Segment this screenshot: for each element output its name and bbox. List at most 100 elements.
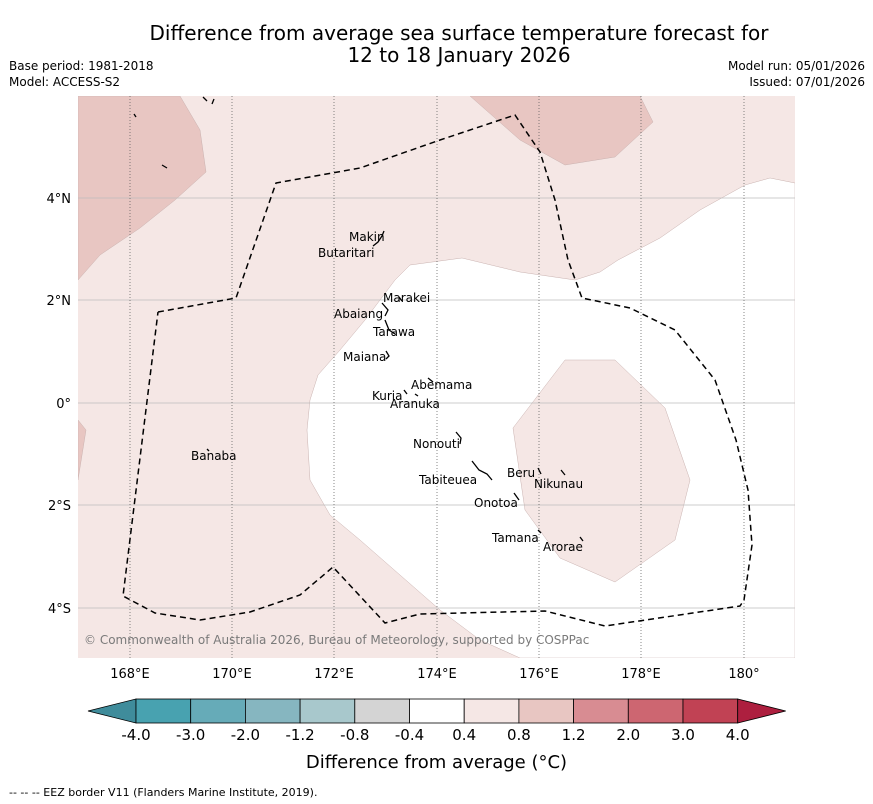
lon-tick-176e: 176°E bbox=[519, 667, 559, 682]
chart-title-line1: Difference from average sea surface temp… bbox=[149, 21, 769, 45]
colorbar-segment bbox=[627, 698, 684, 724]
lon-tick-170e: 170°E bbox=[212, 667, 252, 682]
island-beru bbox=[537, 467, 542, 475]
lon-tick-172e: 172°E bbox=[314, 667, 354, 682]
island-abaiang bbox=[381, 302, 389, 317]
island-aranuka bbox=[414, 393, 419, 397]
latitude-gridlines bbox=[78, 197, 795, 609]
label-tarawa: Tarawa bbox=[372, 325, 415, 339]
label-banaba: Banaba bbox=[191, 449, 237, 463]
anomaly-patch-northwest bbox=[78, 96, 207, 281]
colorbar-segments bbox=[87, 698, 786, 724]
lat-tick-4n: 4°N bbox=[47, 192, 72, 207]
colorbar-tick-label: 1.2 bbox=[562, 726, 586, 744]
colorbar-segment bbox=[190, 698, 246, 724]
chart-title: Difference from average sea surface temp… bbox=[0, 22, 873, 66]
colorbar-segment bbox=[299, 698, 356, 724]
colorbar-segment bbox=[409, 698, 465, 724]
colorbar-segment bbox=[682, 698, 739, 724]
island-marakei bbox=[398, 296, 403, 302]
colorbar-tick-label: 0.4 bbox=[452, 726, 476, 744]
island-tarawa bbox=[384, 319, 396, 335]
colorbar-extend-low bbox=[87, 698, 137, 724]
label-butaritari: Butaritari bbox=[318, 246, 375, 260]
label-kuria: Kuria bbox=[372, 389, 403, 403]
island-onotoa bbox=[513, 492, 520, 501]
island-nauru-fragment bbox=[133, 113, 137, 118]
island-banaba bbox=[206, 448, 210, 452]
place-labels: Makin Butaritari Marakei Abaiang Tarawa … bbox=[191, 230, 583, 554]
label-onotoa: Onotoa bbox=[474, 496, 518, 510]
map-panel: Makin Butaritari Marakei Abaiang Tarawa … bbox=[78, 96, 795, 658]
colorbar-segment bbox=[354, 698, 410, 724]
label-tabiteuea: Tabiteuea bbox=[418, 473, 477, 487]
lon-tick-180: 180° bbox=[728, 667, 759, 682]
island-outlines bbox=[133, 96, 584, 542]
colorbar-tick-label: -0.4 bbox=[395, 726, 424, 744]
island-tamana bbox=[537, 529, 542, 534]
issued-label: Issued: 07/01/2026 bbox=[749, 75, 865, 89]
label-aranuka: Aranuka bbox=[390, 397, 440, 411]
island-nonouti bbox=[455, 431, 462, 445]
colorbar-tick-label: -2.0 bbox=[231, 726, 260, 744]
base-period-label: Base period: 1981-2018 bbox=[9, 59, 154, 73]
chart-title-line2: 12 to 18 January 2026 bbox=[347, 43, 571, 67]
model-label: Model: ACCESS-S2 bbox=[9, 75, 121, 89]
eez-border-gilbert bbox=[122, 114, 753, 627]
label-tamana: Tamana bbox=[491, 531, 539, 545]
island-fragment-north bbox=[202, 96, 215, 105]
copyright-text: © Commonwealth of Australia 2026, Bureau… bbox=[84, 633, 589, 647]
colorbar-tick-label: 3.0 bbox=[671, 726, 695, 744]
label-abemama: Abemama bbox=[411, 378, 472, 392]
meta-left: Base period: 1981-2018 Model: ACCESS-S2 bbox=[9, 58, 154, 90]
colorbar-tick-label: 2.0 bbox=[616, 726, 640, 744]
colorbar: -4.0 -3.0 -2.0 -1.2 -0.8 -0.4 0.4 0.8 1.2 2.0 3.0 4… bbox=[87, 698, 786, 744]
island-kuria bbox=[403, 389, 408, 395]
colorbar-title: Difference from average (°C) bbox=[305, 752, 568, 773]
meta-right: Model run: 05/01/2026 Issued: 07/01/2026 bbox=[728, 58, 865, 90]
lat-tick-2s: 2°S bbox=[48, 499, 71, 514]
lon-tick-174e: 174°E bbox=[417, 667, 457, 682]
model-run-label: Model run: 05/01/2026 bbox=[727, 59, 865, 73]
colorbar-segment bbox=[463, 698, 520, 724]
island-tabiteuea bbox=[471, 460, 493, 481]
colorbar-labels: -4.0 -3.0 -2.0 -1.2 -0.8 -0.4 0.4 0.8 1.2 2.0 3.0 4… bbox=[121, 726, 749, 744]
island-makin bbox=[372, 230, 385, 247]
lat-tick-0: 0° bbox=[56, 397, 71, 412]
colorbar-segment bbox=[573, 698, 629, 724]
latitude-tick-labels: 4°N 2°N 0° 2°S 4°S bbox=[47, 192, 72, 617]
lat-tick-2n: 2°N bbox=[47, 294, 72, 309]
label-arorae: Arorae bbox=[543, 540, 583, 554]
colorbar-segment bbox=[135, 698, 192, 724]
lat-tick-4s: 4°S bbox=[48, 602, 71, 617]
anomaly-patch-north bbox=[469, 96, 654, 166]
colorbar-tick-label: -0.8 bbox=[340, 726, 369, 744]
label-maiana: Maiana bbox=[343, 350, 386, 364]
longitude-tick-labels: 168°E 170°E 172°E 174°E 176°E 178°E 180° bbox=[110, 667, 759, 682]
colorbar-tick-label: -4.0 bbox=[121, 726, 150, 744]
longitude-gridlines bbox=[129, 96, 745, 658]
label-nonouti: Nonouti bbox=[413, 437, 460, 451]
island-nikunau bbox=[560, 469, 566, 476]
island-maiana bbox=[385, 350, 390, 360]
colorbar-tick-label: -1.2 bbox=[285, 726, 314, 744]
colorbar-extend-high bbox=[737, 698, 786, 724]
island-arorae bbox=[579, 536, 584, 542]
label-makin: Makin bbox=[349, 230, 385, 244]
label-nikunau: Nikunau bbox=[534, 477, 583, 491]
label-beru: Beru bbox=[507, 466, 535, 480]
lon-tick-178e: 178°E bbox=[621, 667, 661, 682]
island-abemama bbox=[427, 377, 434, 383]
colorbar-tick-label: -3.0 bbox=[176, 726, 205, 744]
island-fragment-west bbox=[161, 164, 168, 169]
colorbar-tick-label: 0.8 bbox=[507, 726, 531, 744]
lon-tick-168e: 168°E bbox=[110, 667, 150, 682]
label-marakei: Marakei bbox=[383, 291, 430, 305]
eez-legend-note: -- -- -- EEZ border V11 (Flanders Marine… bbox=[9, 786, 318, 799]
colorbar-segment bbox=[518, 698, 575, 724]
colorbar-segment bbox=[244, 698, 301, 724]
anomaly-patch-east bbox=[512, 359, 691, 583]
colorbar-tick-label: 4.0 bbox=[726, 726, 750, 744]
label-abaiang: Abaiang bbox=[334, 307, 383, 321]
